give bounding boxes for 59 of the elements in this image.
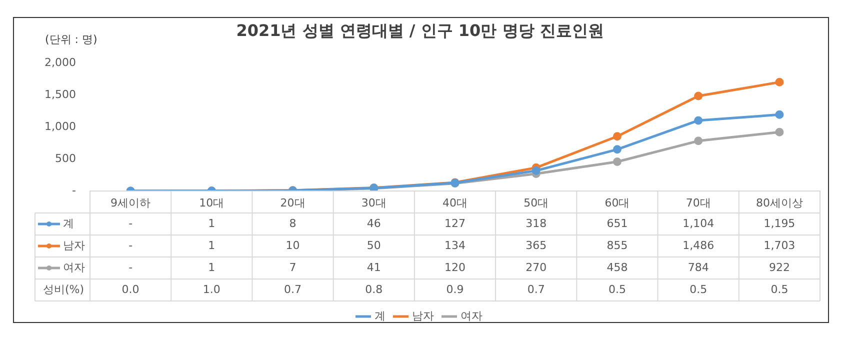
legend-label: 남자	[63, 238, 85, 252]
data-label: 458	[606, 260, 628, 274]
y-tick-label: 500	[55, 152, 76, 165]
data-label: 922	[768, 260, 790, 274]
y-axis-title: (단위 : 명)	[45, 32, 98, 46]
x-tick-label: 40대	[442, 196, 468, 210]
text: 0.0	[122, 282, 140, 296]
data-label: 270	[526, 260, 547, 274]
x-tick-label: 10대	[199, 196, 224, 210]
data-label: 46	[366, 216, 381, 230]
text: 0.7	[527, 282, 545, 296]
text: 성비(%)	[42, 282, 84, 296]
text: 0.5	[690, 282, 708, 296]
data-label: 120	[444, 260, 466, 274]
text: 0.7	[284, 282, 302, 296]
data-label: -	[128, 260, 133, 274]
x-tick-label: 9세이하	[110, 196, 151, 210]
data-label: 1,195	[764, 216, 796, 230]
data-label: -	[128, 238, 133, 252]
data-label: 1	[208, 238, 216, 252]
x-tick-label: 30대	[361, 196, 386, 210]
y-tick-label: -	[72, 184, 76, 197]
data-label: 1	[208, 260, 216, 274]
data-label: 8	[289, 216, 296, 230]
data-label: 318	[526, 216, 547, 230]
y-tick-label: 2,000	[44, 56, 76, 70]
x-tick-label: 80세이상	[756, 196, 803, 210]
text: 여자	[460, 309, 482, 322]
x-tick-label: 60대	[604, 196, 630, 210]
x-tick-label: 70대	[686, 196, 711, 210]
data-label: 41	[366, 260, 381, 274]
data-label: 1,104	[682, 216, 714, 230]
data-label: 134	[444, 238, 466, 252]
data-label: 127	[444, 216, 466, 230]
text: 0.8	[365, 282, 383, 296]
text: 0.5	[608, 282, 626, 296]
chart-title: 2021년 성별 연령대별 / 인구 10만 명당 진료인원	[236, 20, 604, 40]
text: 0.9	[446, 282, 464, 296]
data-label: 784	[688, 260, 709, 274]
text: 계	[374, 309, 386, 322]
legend-label: 계	[63, 216, 74, 230]
x-tick-label: 50대	[524, 196, 549, 210]
x-tick-label: 20대	[280, 196, 306, 210]
data-label: 1,486	[682, 238, 714, 252]
y-tick-label: 1,500	[44, 88, 76, 102]
data-label: 50	[366, 238, 381, 252]
data-label: 855	[606, 238, 628, 252]
data-label: 365	[526, 238, 547, 252]
y-tick-label: 1,000	[44, 120, 76, 133]
data-label: 1,703	[764, 238, 796, 252]
legend-label: 여자	[63, 260, 85, 274]
data-label: 10	[286, 238, 300, 252]
text: 남자	[412, 309, 434, 322]
text: 1.0	[202, 282, 220, 296]
text: 0.5	[770, 282, 788, 296]
data-label: 7	[289, 260, 296, 274]
data-label: 1	[208, 216, 216, 230]
data-label: -	[128, 216, 133, 230]
data-label: 651	[606, 216, 628, 230]
